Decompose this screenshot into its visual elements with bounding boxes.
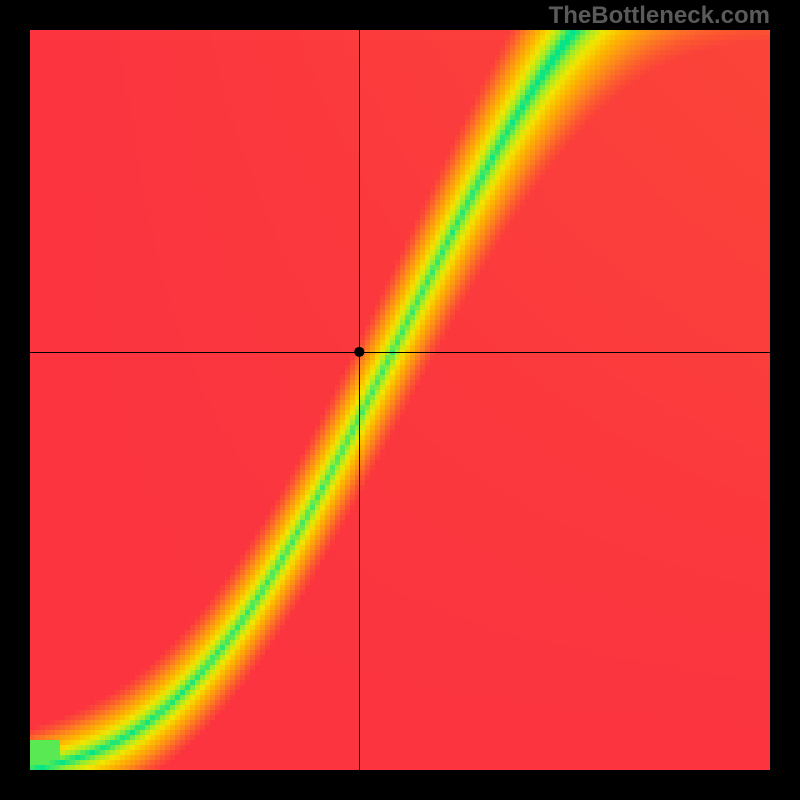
stage: TheBottleneck.com xyxy=(0,0,800,800)
bottleneck-heatmap xyxy=(30,30,770,770)
watermark-text: TheBottleneck.com xyxy=(549,2,770,30)
